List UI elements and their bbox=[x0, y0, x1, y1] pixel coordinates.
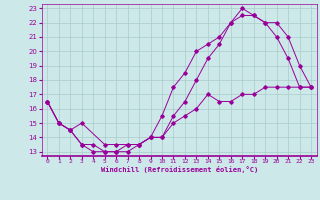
X-axis label: Windchill (Refroidissement éolien,°C): Windchill (Refroidissement éolien,°C) bbox=[100, 166, 258, 173]
